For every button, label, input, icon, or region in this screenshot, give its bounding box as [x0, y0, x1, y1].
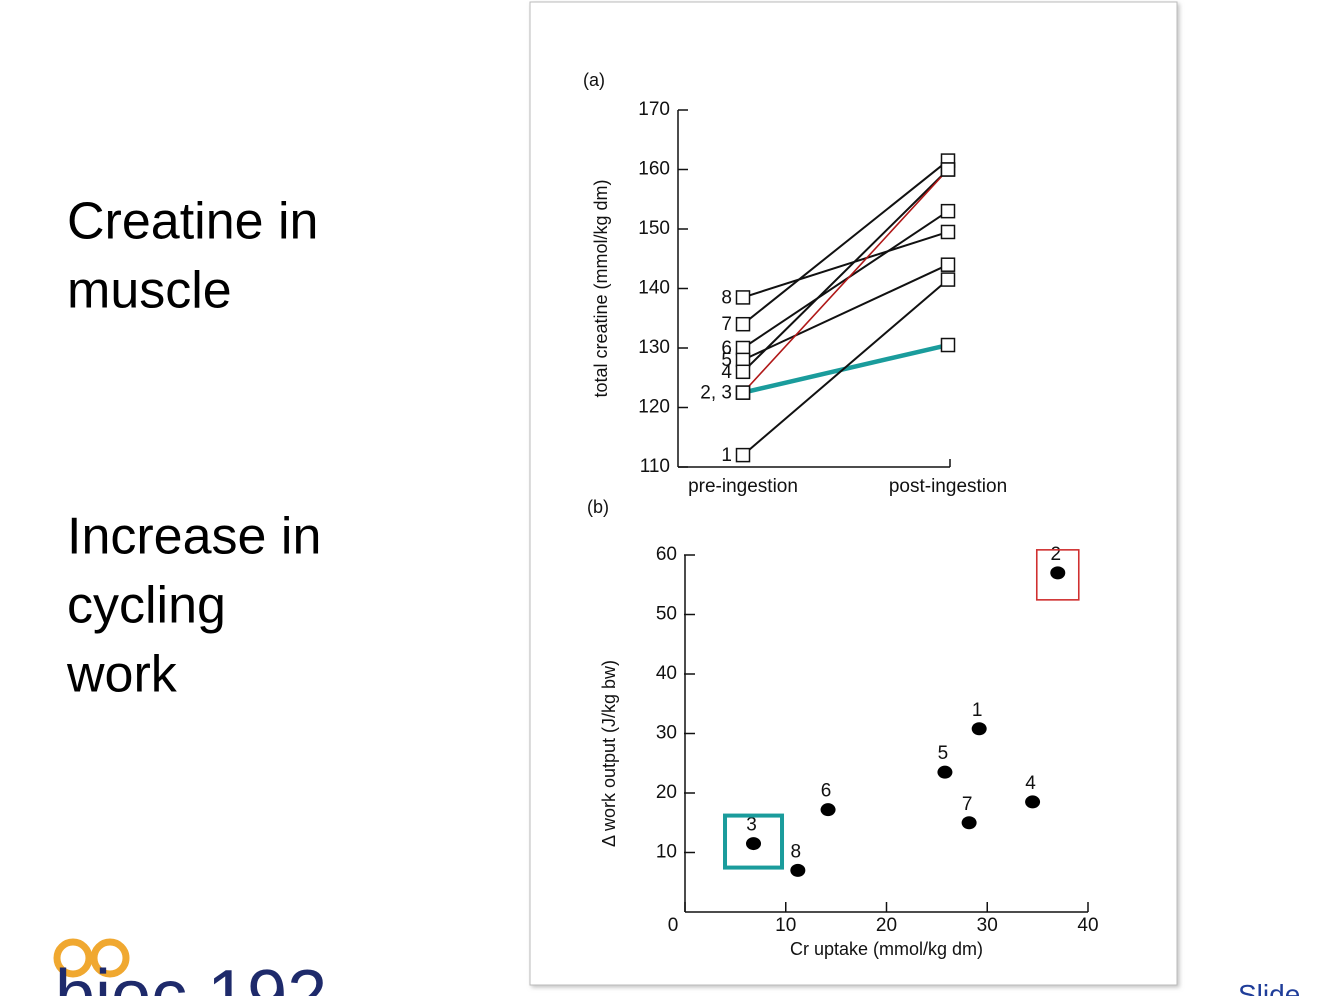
- series-line: [742, 231, 949, 299]
- series-line: [742, 278, 949, 456]
- x-tick-label: 10: [775, 915, 796, 936]
- y-tick-label: 130: [638, 337, 670, 358]
- scatter-point: [1025, 795, 1041, 809]
- scatter-point: [820, 803, 836, 817]
- y-tick-label: 20: [656, 782, 677, 803]
- y-tick-label: 160: [638, 159, 670, 180]
- slide-text: work: [66, 646, 178, 704]
- y-tick-label: 120: [638, 397, 670, 418]
- x-tick-label: 40: [1077, 915, 1098, 936]
- logo: bioc 192: [55, 956, 327, 996]
- scatter-point: [790, 863, 806, 877]
- point-marker: [940, 203, 956, 219]
- point-marker: [735, 316, 751, 332]
- point-marker: [940, 224, 956, 240]
- figure-panel: [529, 1, 1178, 986]
- point-marker: [940, 162, 956, 177]
- point-marker: [940, 272, 956, 287]
- series-label: 8: [721, 287, 732, 308]
- point-label: 2: [1050, 544, 1061, 565]
- series-label: 5: [721, 350, 732, 371]
- x-tick-label: 30: [977, 915, 998, 936]
- slide-number: Slide: [1238, 979, 1300, 996]
- x-tick-label: post-ingestion: [889, 476, 1007, 497]
- point-marker: [735, 447, 751, 463]
- y-tick-label: 40: [656, 663, 677, 684]
- panel-label: (a): [583, 70, 605, 90]
- y-axis-label: total creatine (mmol/kg dm): [591, 179, 611, 397]
- point-marker: [940, 337, 956, 353]
- y-axis-label: Δ work output (J/kg bw): [599, 660, 619, 847]
- series-label: 2, 3: [700, 383, 732, 404]
- point-marker: [940, 257, 956, 272]
- point-marker: [735, 352, 751, 368]
- slide-text: Creatine in: [67, 193, 318, 251]
- series-line: [742, 342, 949, 395]
- series-line: [742, 159, 949, 325]
- x-tick-label: pre-ingestion: [688, 476, 798, 497]
- x-tick-label: 0: [668, 915, 679, 936]
- highlight-box: [1035, 549, 1080, 601]
- y-tick-label: 50: [656, 604, 677, 625]
- logo-ring: [90, 938, 130, 978]
- y-tick-label: 30: [656, 723, 677, 744]
- series-line: [742, 210, 949, 349]
- scatter-point: [1050, 566, 1066, 580]
- y-tick-label: 170: [638, 99, 670, 120]
- point-marker: [735, 340, 751, 356]
- scatter-point: [746, 837, 762, 851]
- scatter-point: [971, 722, 987, 736]
- point-marker: [735, 385, 751, 400]
- series-line: [742, 263, 949, 361]
- slide-text: Increase in: [67, 508, 321, 566]
- point-label: 7: [962, 794, 973, 815]
- slide-text: muscle: [67, 262, 232, 320]
- series-label: 1: [721, 445, 732, 466]
- logo-ring: [53, 938, 93, 978]
- series-label: 7: [721, 314, 732, 335]
- series-label: 4: [721, 362, 732, 383]
- point-label: 4: [1025, 773, 1036, 794]
- series-line: [742, 168, 949, 394]
- y-tick-label: 110: [640, 456, 670, 477]
- y-tick-label: 140: [638, 278, 670, 299]
- series-label: 6: [721, 338, 732, 359]
- point-label: 5: [938, 743, 949, 764]
- scatter-point: [961, 816, 977, 830]
- y-tick-label: 150: [638, 218, 670, 239]
- x-axis-label: Cr uptake (mmol/kg dm): [790, 939, 983, 959]
- y-tick-label: 60: [656, 544, 677, 565]
- point-marker: [735, 290, 751, 305]
- x-tick-label: 20: [876, 915, 897, 936]
- y-tick-label: 10: [656, 842, 677, 863]
- point-marker: [735, 364, 751, 380]
- point-label: 8: [791, 841, 802, 862]
- point-label: 6: [821, 781, 832, 802]
- panel-label: (b): [587, 497, 609, 517]
- highlight-box: [723, 813, 785, 870]
- scatter-point: [937, 765, 953, 779]
- slide-text: cycling: [67, 577, 226, 635]
- point-label: 3: [746, 815, 757, 836]
- series-line: [742, 168, 949, 373]
- point-label: 1: [972, 700, 983, 721]
